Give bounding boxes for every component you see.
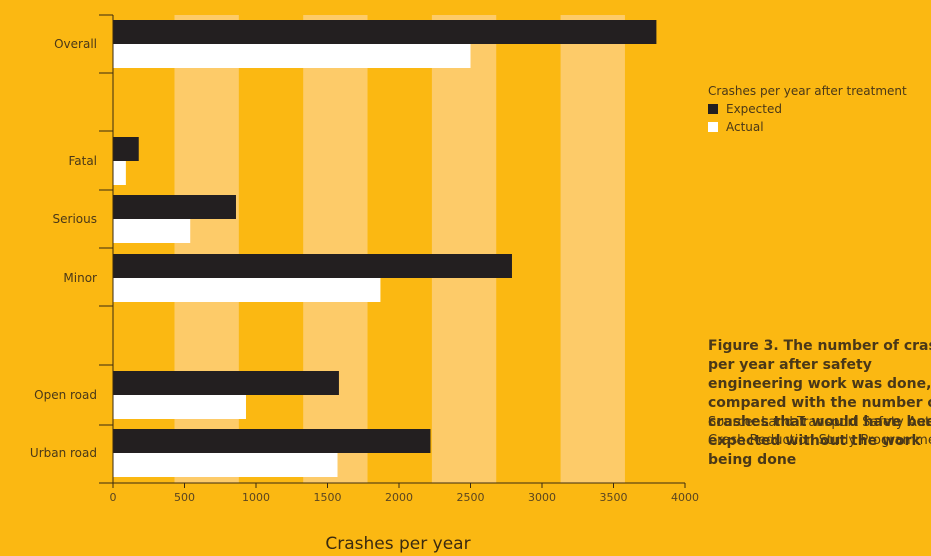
legend: Crashes per year after treatment Expecte… <box>708 82 907 136</box>
x-tick-label: 0 <box>110 491 117 504</box>
x-tick-label: 1000 <box>242 491 270 504</box>
x-tick-label: 2000 <box>385 491 413 504</box>
x-axis-label: Crashes per year <box>325 534 470 554</box>
bar-actual-open-road <box>113 395 246 419</box>
figure-caption: Figure 3. The number of crashes per year… <box>708 338 931 468</box>
category-label: Serious <box>53 212 97 226</box>
bar-actual-minor <box>113 278 381 302</box>
bar-expected-fatal <box>113 137 139 161</box>
bar-actual-fatal <box>113 161 126 185</box>
category-label: Urban road <box>30 446 97 460</box>
bar-expected-minor <box>113 254 512 278</box>
x-tick-label: 3000 <box>528 491 556 504</box>
legend-swatch-expected <box>708 104 718 114</box>
legend-swatch-actual <box>708 122 718 132</box>
bar-actual-serious <box>113 219 191 243</box>
x-tick-label: 500 <box>174 491 195 504</box>
axes: 0 500 1000 1500 2000 2500 3000 3500 4000 Overall F… <box>30 14 699 504</box>
figure-source: Source: Land Transport Safety Authority … <box>708 415 931 448</box>
bars <box>113 20 657 477</box>
legend-title: Crashes per year after treatment <box>708 84 907 98</box>
background-band <box>303 15 368 483</box>
bar-expected-urban-road <box>113 429 431 453</box>
legend-item-actual: Actual <box>708 118 907 136</box>
category-label: Open road <box>34 388 97 402</box>
background-bands <box>174 15 625 483</box>
category-label: Overall <box>54 37 97 51</box>
x-tick-label: 1500 <box>314 491 342 504</box>
bar-expected-serious <box>113 195 236 219</box>
legend-label-actual: Actual <box>726 120 764 134</box>
x-tick-label: 4000 <box>671 491 699 504</box>
bar-expected-open-road <box>113 371 339 395</box>
x-tick-label: 3500 <box>600 491 628 504</box>
legend-label-expected: Expected <box>726 102 782 116</box>
legend-item-expected: Expected <box>708 100 907 118</box>
background-band <box>431 15 497 483</box>
bar-actual-overall <box>113 44 471 68</box>
bar-actual-urban-road <box>113 453 338 477</box>
bar-expected-overall <box>113 20 657 44</box>
background-band <box>560 15 625 483</box>
x-tick-label: 2500 <box>457 491 485 504</box>
category-label: Fatal <box>68 154 97 168</box>
category-label: Minor <box>63 271 97 285</box>
